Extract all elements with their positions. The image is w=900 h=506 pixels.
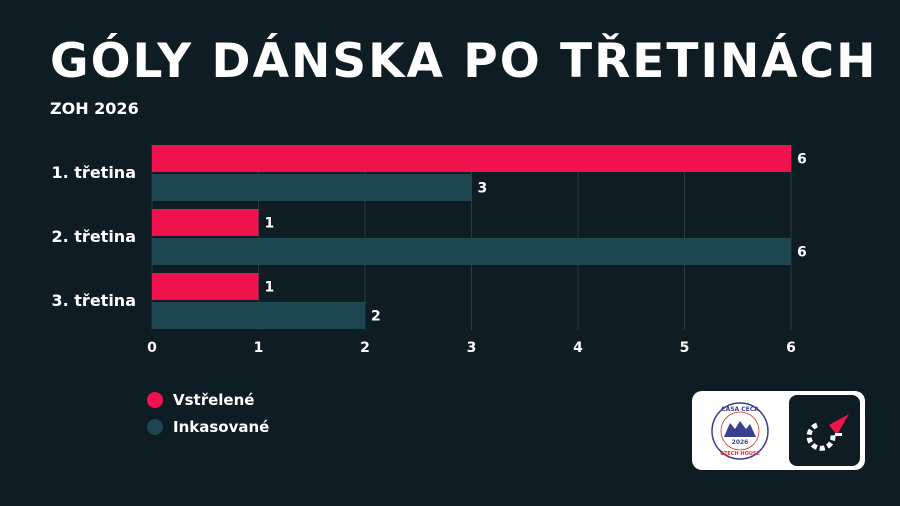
category-label: 1. třetina: [52, 163, 137, 182]
x-tick-label: 2: [360, 340, 370, 356]
data-label: 3: [478, 181, 488, 197]
svg-text:2026: 2026: [732, 439, 749, 446]
data-label: 1: [265, 280, 275, 296]
legend-item: Inkasované: [147, 413, 269, 440]
x-tick-label: 4: [573, 340, 583, 356]
casa-ceca-logo: CASA CECA 2026 CZECH HOUSE: [711, 402, 769, 460]
bar-chart: 0 1 2 3 4 5 6 1. třetina 6 3 2. třetina 1 6 3. třetin…: [52, 145, 807, 356]
bar-scored: [152, 209, 259, 236]
legend-swatch: [147, 391, 163, 408]
svg-text:CZECH HOUSE: CZECH HOUSE: [720, 451, 760, 457]
legend-label: Inkasované: [173, 417, 270, 436]
data-label: 1: [265, 216, 275, 232]
legend: Vstřelené Inkasované: [147, 386, 269, 440]
flashscore-icon: [806, 414, 849, 451]
bar-conceded: [152, 238, 791, 265]
data-label: 6: [797, 245, 807, 261]
flashscore-logo: [789, 395, 860, 466]
x-tick-label: 5: [680, 340, 690, 356]
chart-title: GÓLY DÁNSKA PO TŘETINÁCH: [50, 34, 878, 89]
x-tick-label: 0: [147, 340, 157, 356]
logo-panel: CASA CECA 2026 CZECH HOUSE: [692, 391, 865, 470]
x-tick-label: 1: [254, 340, 264, 356]
category-label: 2. třetina: [52, 227, 137, 246]
legend-label: Vstřelené: [173, 390, 255, 409]
bar-scored: [152, 145, 791, 172]
svg-text:CASA CECA: CASA CECA: [721, 406, 759, 413]
legend-swatch: [147, 418, 163, 435]
bar-conceded: [152, 302, 365, 329]
bar-scored: [152, 273, 259, 300]
category-label: 3. třetina: [52, 291, 137, 310]
data-label: 2: [371, 309, 381, 325]
bar-conceded: [152, 174, 472, 201]
chart-subtitle: ZOH 2026: [50, 99, 139, 118]
x-tick-label: 3: [467, 340, 477, 356]
x-tick-label: 6: [786, 340, 796, 356]
data-label: 6: [797, 152, 807, 168]
legend-item: Vstřelené: [147, 386, 269, 413]
